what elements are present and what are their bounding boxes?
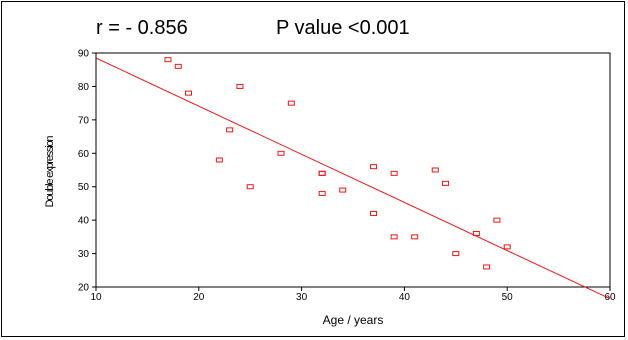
data-point bbox=[318, 170, 326, 176]
correlation-coefficient-text: r = - 0.856 bbox=[96, 17, 188, 39]
x-tick-label: 20 bbox=[193, 292, 205, 303]
data-point bbox=[503, 244, 511, 250]
data-point bbox=[493, 217, 501, 223]
data-point bbox=[246, 184, 254, 190]
data-point bbox=[185, 90, 193, 96]
x-tick-label: 30 bbox=[296, 292, 308, 303]
y-tick-label: 60 bbox=[78, 149, 90, 160]
data-point bbox=[390, 234, 398, 240]
y-tick-label: 40 bbox=[78, 216, 90, 227]
data-point bbox=[411, 234, 419, 240]
y-tick-label: 70 bbox=[78, 115, 90, 126]
y-tick-label: 50 bbox=[78, 182, 90, 193]
x-axis-label: Age / years bbox=[323, 313, 384, 327]
y-tick-label: 90 bbox=[78, 49, 90, 60]
data-point bbox=[164, 57, 172, 63]
data-point bbox=[174, 63, 182, 69]
y-tick-label: 20 bbox=[78, 283, 90, 294]
data-point bbox=[318, 190, 326, 196]
data-point bbox=[472, 231, 480, 237]
data-point bbox=[318, 170, 326, 176]
p-value-text: P value <0.001 bbox=[276, 17, 410, 39]
data-point bbox=[287, 100, 295, 106]
regression-line bbox=[95, 57, 611, 300]
data-point bbox=[277, 150, 285, 156]
plot-border bbox=[95, 52, 611, 288]
x-tick-label: 50 bbox=[502, 292, 514, 303]
data-point bbox=[370, 210, 378, 216]
y-axis-label: Double expression bbox=[44, 136, 56, 208]
data-point bbox=[339, 187, 347, 193]
data-point bbox=[483, 264, 491, 270]
data-point bbox=[236, 83, 244, 89]
data-point bbox=[215, 157, 223, 163]
data-point bbox=[452, 251, 460, 257]
data-point bbox=[370, 164, 378, 170]
x-tick-label: 40 bbox=[399, 292, 411, 303]
data-point bbox=[442, 180, 450, 186]
y-tick-label: 80 bbox=[78, 82, 90, 93]
data-point bbox=[431, 167, 439, 173]
x-tick-label: 60 bbox=[604, 292, 616, 303]
x-tick-label: 10 bbox=[90, 292, 102, 303]
data-point bbox=[226, 127, 234, 133]
data-point bbox=[390, 170, 398, 176]
y-tick-label: 30 bbox=[78, 249, 90, 260]
